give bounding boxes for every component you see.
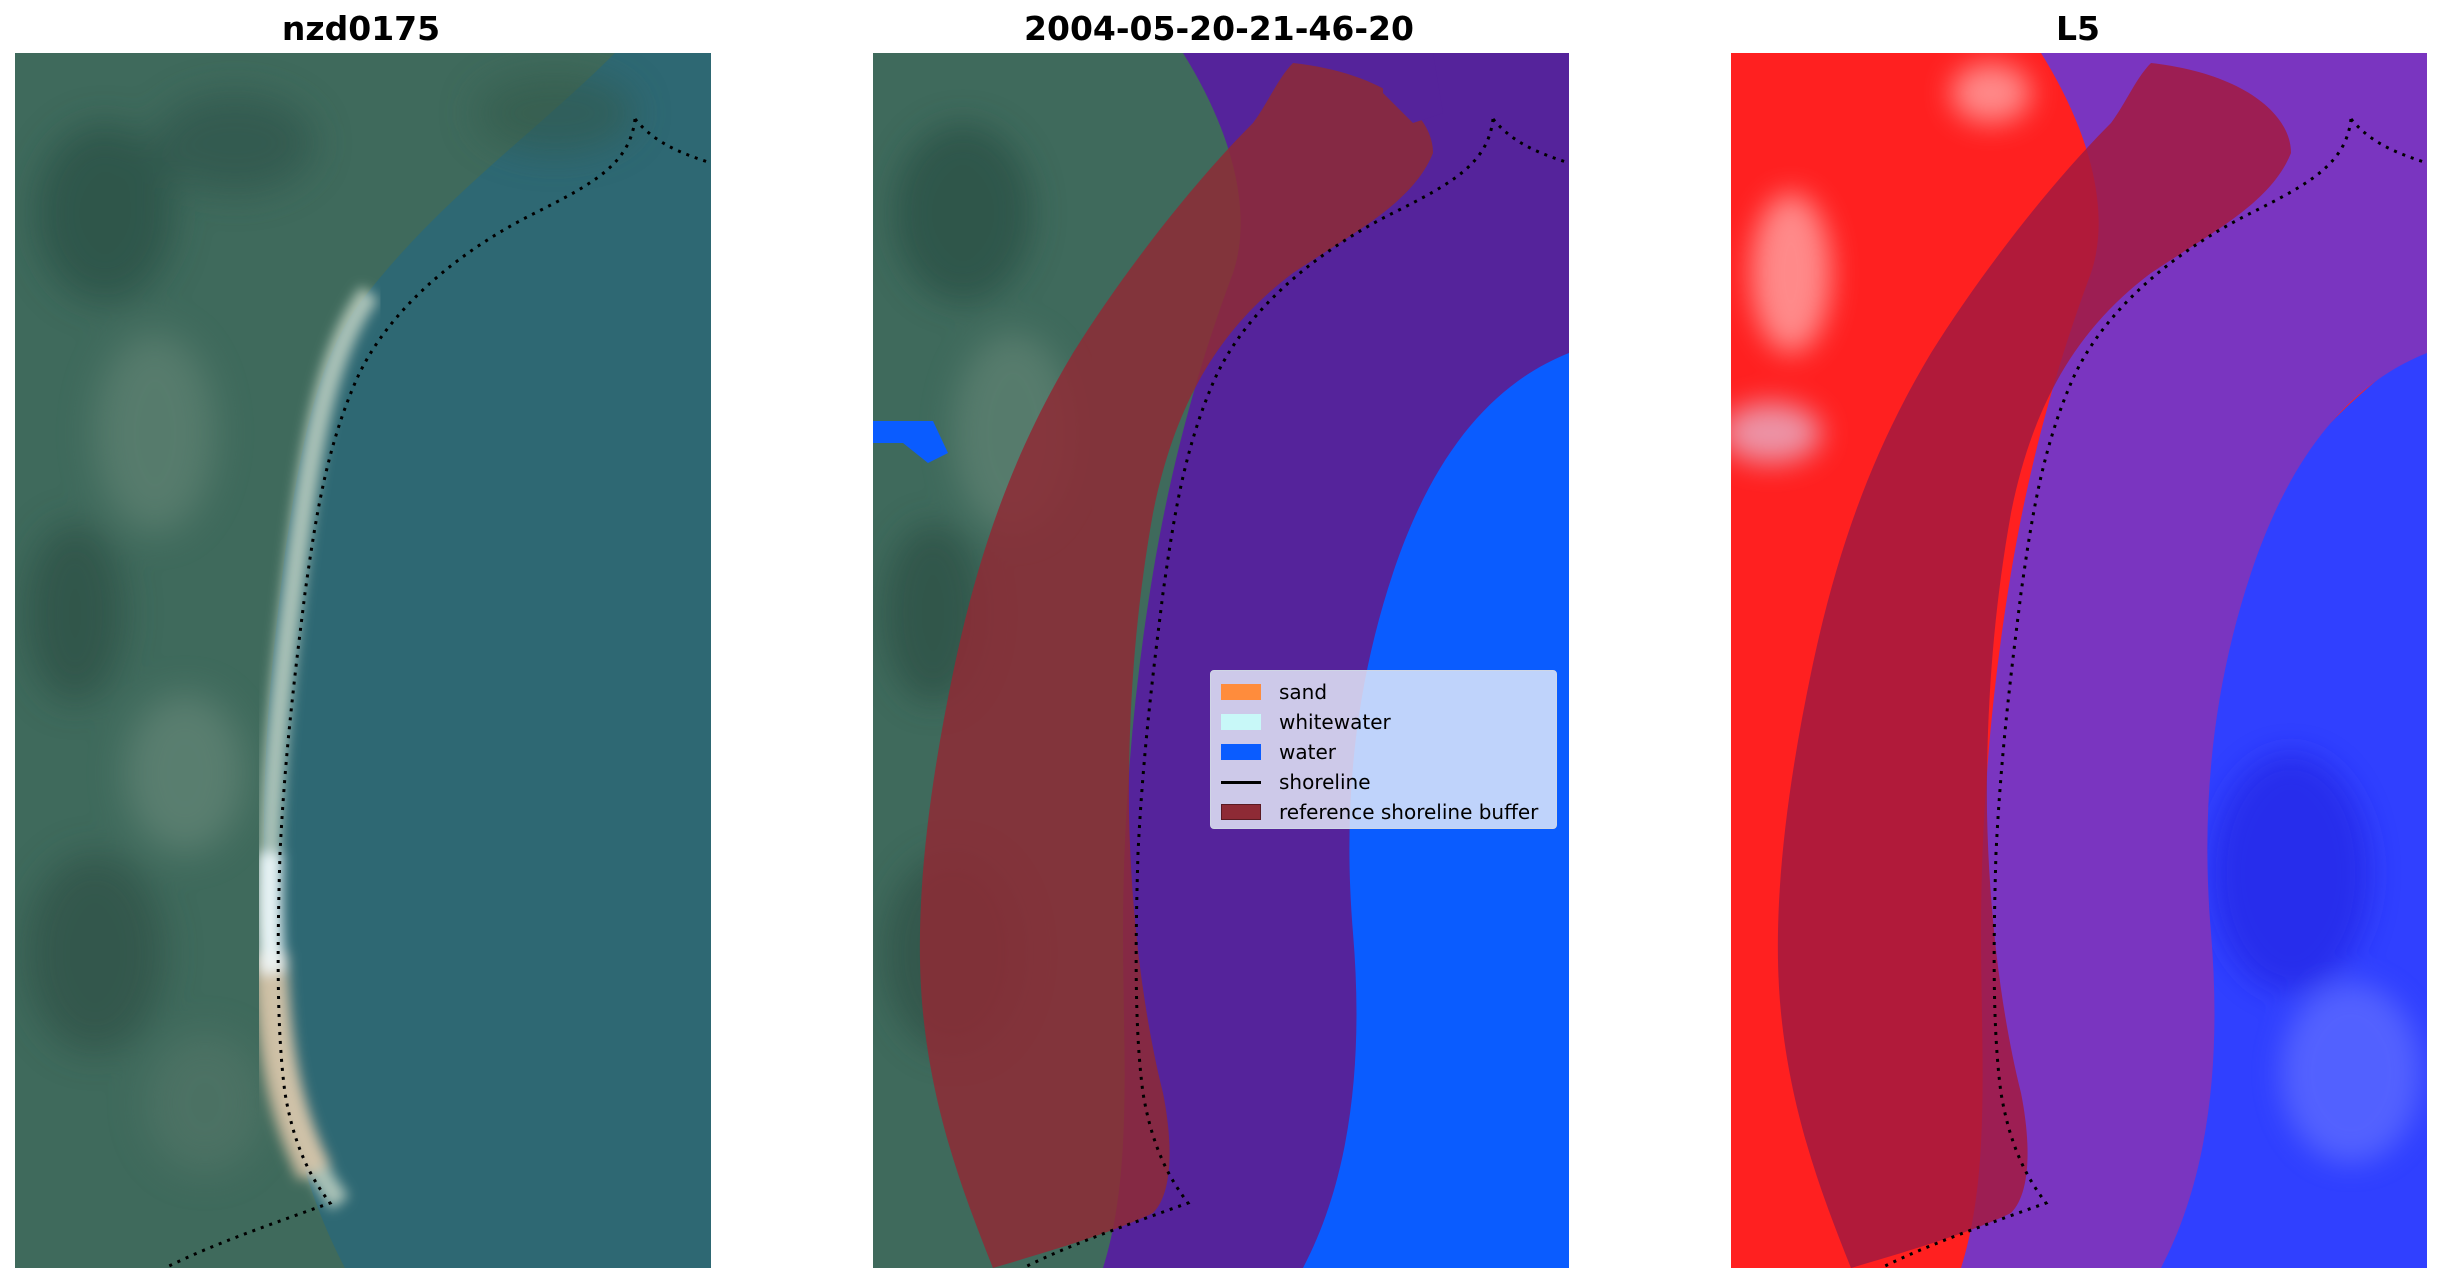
panel-title-classified: 2004-05-20-21-46-20	[1024, 9, 1414, 48]
legend-item-whitewater: whitewater	[1221, 707, 1546, 737]
shoreline-rgb	[164, 118, 637, 1268]
legend-label: reference shoreline buffer	[1279, 800, 1539, 824]
legend-label: sand	[1279, 680, 1328, 704]
panel-title-index: L5	[2056, 9, 2100, 48]
shoreline-classified	[1022, 118, 1495, 1268]
legend-item-water: water	[1221, 737, 1546, 767]
panel-title-rgb: nzd0175	[281, 9, 441, 48]
water-under-buffer	[1103, 53, 1569, 1268]
legend-item-shoreline: shoreline	[1221, 767, 1546, 797]
shoreline-buffer	[919, 63, 1433, 1268]
index-image-panel	[1731, 53, 2427, 1268]
legend-label: whitewater	[1279, 710, 1391, 734]
water-swatch	[1221, 744, 1261, 760]
buffer-swatch	[1221, 804, 1261, 820]
index-image	[1731, 53, 2427, 1268]
index-shoreline-buffer	[1777, 63, 2291, 1268]
rgb-image-panel	[15, 53, 711, 1268]
legend-item-buffer: reference shoreline buffer	[1221, 797, 1546, 827]
index-water-under-buffer	[1961, 53, 2427, 1268]
shoreline-index	[1880, 118, 2353, 1268]
legend-label: shoreline	[1279, 770, 1371, 794]
shoreline-line-swatch	[1221, 780, 1261, 784]
sand-swatch	[1221, 684, 1261, 700]
legend: sand whitewater water shoreline referenc…	[1210, 670, 1557, 829]
rgb-image	[15, 53, 711, 1268]
classified-image-panel	[873, 53, 1569, 1268]
whitewater-swatch	[1221, 714, 1261, 730]
legend-item-sand: sand	[1221, 677, 1546, 707]
classified-image	[873, 53, 1569, 1268]
legend-label: water	[1279, 740, 1336, 764]
